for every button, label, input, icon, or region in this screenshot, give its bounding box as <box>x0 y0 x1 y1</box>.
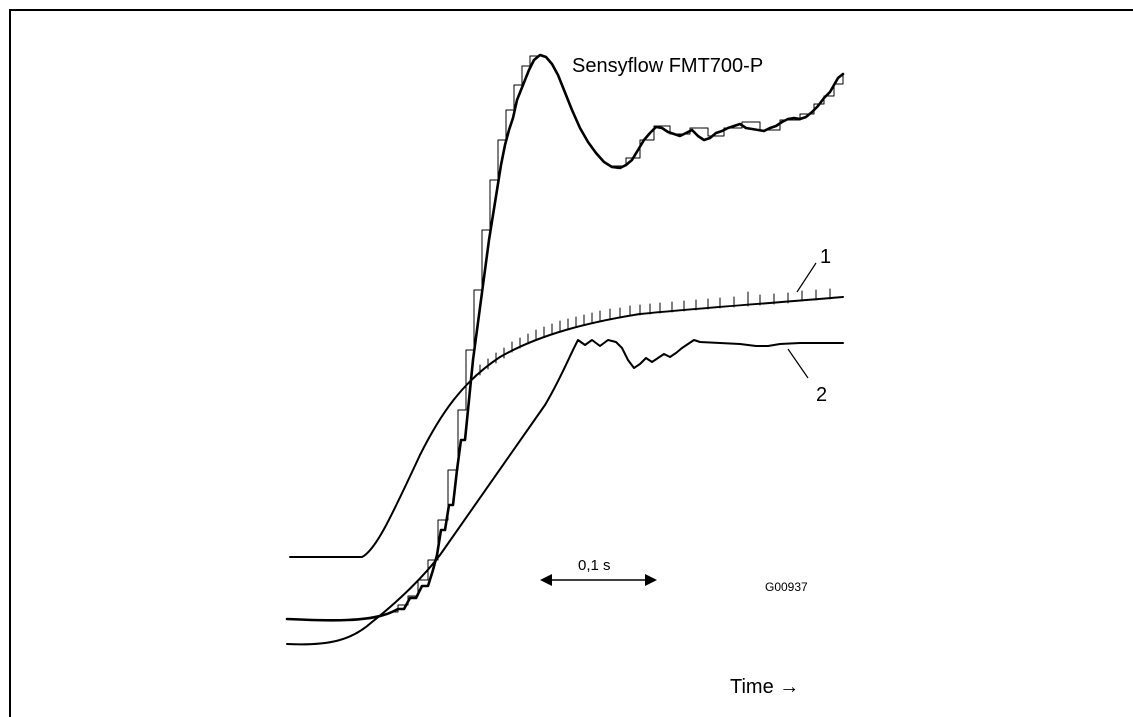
sensyflow-step-trace <box>391 55 844 613</box>
figure-frame <box>9 9 1133 717</box>
scale-bar-arrow <box>540 574 657 586</box>
scale-bar-label: 0,1 s <box>578 557 611 574</box>
curve-1-leader <box>796 262 817 293</box>
curve-1 <box>289 296 844 558</box>
curve-1-label: 1 <box>820 246 831 268</box>
curve-2-label: 2 <box>816 384 827 406</box>
figure-code: G00937 <box>765 580 808 594</box>
curve-1-ticks <box>479 288 831 376</box>
device-label: Sensyflow FMT700-P <box>572 55 763 77</box>
x-axis-label: Time → <box>730 676 799 698</box>
sensyflow-curve <box>285 53 845 622</box>
curve-2 <box>286 339 844 646</box>
curve-2-leader <box>787 348 809 379</box>
